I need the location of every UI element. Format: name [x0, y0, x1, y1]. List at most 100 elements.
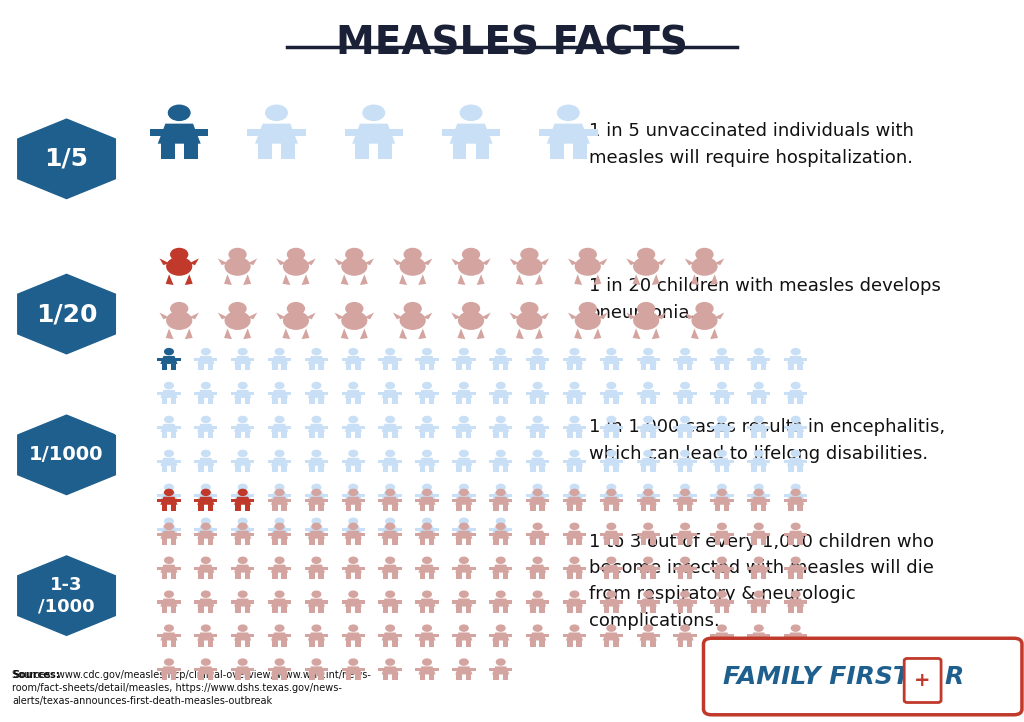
Polygon shape	[627, 258, 636, 265]
Bar	[379, 567, 401, 570]
Circle shape	[386, 349, 394, 355]
Polygon shape	[271, 599, 288, 606]
Circle shape	[400, 258, 425, 275]
Bar	[457, 466, 462, 472]
Bar	[272, 538, 278, 544]
Polygon shape	[510, 258, 519, 265]
Circle shape	[570, 451, 579, 456]
Polygon shape	[452, 258, 461, 265]
Bar	[563, 392, 586, 395]
Polygon shape	[640, 458, 656, 466]
Circle shape	[229, 248, 246, 261]
Bar	[567, 572, 572, 579]
Bar	[530, 504, 536, 511]
Bar	[784, 494, 807, 497]
Polygon shape	[308, 492, 325, 500]
Bar	[567, 606, 572, 612]
Circle shape	[755, 523, 763, 529]
Bar	[272, 466, 278, 472]
Polygon shape	[456, 531, 472, 539]
Circle shape	[165, 349, 173, 355]
Polygon shape	[419, 497, 435, 505]
Circle shape	[607, 383, 615, 388]
Circle shape	[386, 659, 394, 665]
Bar	[268, 669, 291, 671]
Bar	[392, 572, 397, 579]
Bar	[567, 538, 572, 544]
Polygon shape	[382, 424, 398, 432]
Polygon shape	[691, 329, 698, 339]
Bar	[282, 533, 287, 540]
Polygon shape	[633, 274, 641, 285]
Bar	[503, 606, 508, 612]
Bar	[687, 466, 692, 472]
Bar	[245, 504, 250, 511]
Circle shape	[497, 490, 505, 495]
Bar	[236, 504, 241, 511]
Bar	[748, 635, 770, 638]
Circle shape	[202, 659, 210, 665]
Circle shape	[718, 383, 726, 388]
Bar	[162, 466, 167, 472]
Circle shape	[534, 349, 542, 355]
Bar	[208, 466, 213, 472]
Polygon shape	[714, 390, 730, 398]
Circle shape	[167, 258, 191, 275]
Polygon shape	[751, 531, 767, 539]
Bar	[788, 504, 794, 511]
Bar	[678, 606, 683, 612]
Bar	[342, 669, 365, 671]
Polygon shape	[419, 526, 435, 534]
Bar	[567, 397, 572, 404]
Bar	[171, 364, 176, 370]
Bar	[305, 528, 328, 531]
Polygon shape	[308, 632, 325, 640]
Bar	[272, 606, 278, 612]
Bar	[457, 504, 462, 511]
Circle shape	[792, 490, 800, 495]
Circle shape	[792, 349, 800, 355]
Polygon shape	[603, 390, 620, 398]
Bar	[231, 460, 254, 463]
Polygon shape	[308, 424, 325, 432]
Polygon shape	[710, 329, 718, 339]
Polygon shape	[198, 356, 214, 364]
Circle shape	[275, 383, 284, 388]
Circle shape	[275, 451, 284, 456]
Text: 1 in 20 children with measles develops
pneumonia.: 1 in 20 children with measles develops p…	[589, 277, 941, 322]
Polygon shape	[382, 526, 398, 534]
Bar	[711, 499, 733, 502]
Bar	[379, 499, 401, 502]
Bar	[724, 364, 729, 370]
Circle shape	[534, 625, 542, 631]
Bar	[788, 466, 794, 472]
Bar	[420, 572, 425, 579]
Polygon shape	[714, 531, 730, 539]
Bar	[171, 533, 176, 540]
Circle shape	[644, 625, 652, 631]
Bar	[346, 572, 351, 579]
Circle shape	[165, 591, 173, 597]
Polygon shape	[529, 497, 546, 505]
Bar	[489, 528, 512, 531]
Bar	[420, 500, 425, 505]
Polygon shape	[17, 119, 116, 199]
Polygon shape	[516, 274, 524, 285]
Circle shape	[349, 451, 357, 456]
Polygon shape	[714, 356, 730, 364]
Bar	[258, 143, 272, 159]
Bar	[158, 358, 180, 361]
Polygon shape	[198, 492, 214, 500]
Bar	[687, 640, 692, 647]
Circle shape	[681, 349, 689, 355]
Circle shape	[644, 349, 652, 355]
Bar	[784, 358, 807, 361]
Bar	[715, 500, 720, 505]
Bar	[420, 606, 425, 612]
Polygon shape	[160, 258, 169, 265]
Bar	[761, 572, 766, 579]
Bar	[158, 460, 180, 463]
Bar	[231, 669, 254, 671]
Polygon shape	[419, 632, 435, 640]
Bar	[788, 432, 794, 438]
